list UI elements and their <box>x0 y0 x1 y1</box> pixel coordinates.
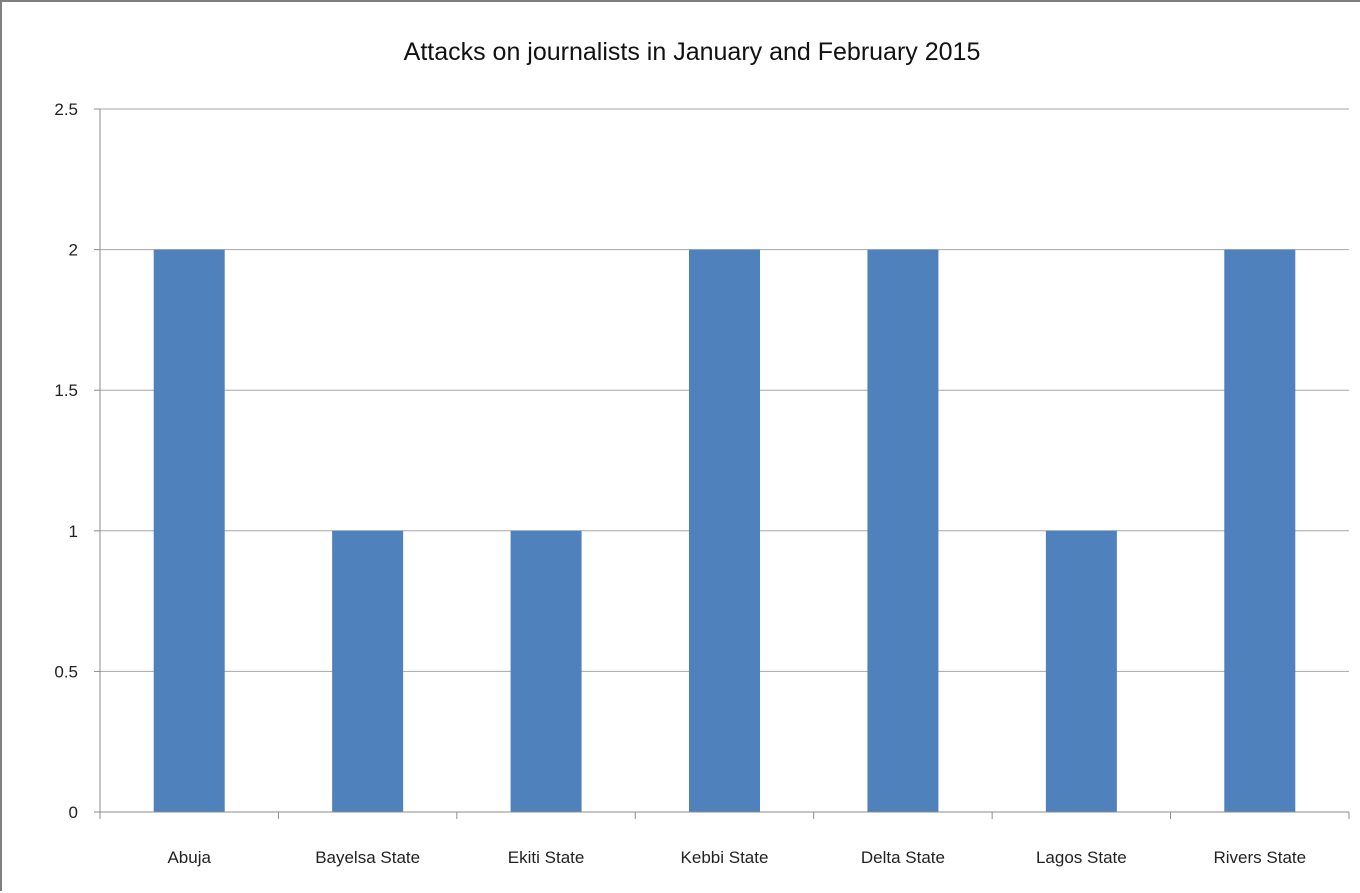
x-tick-label: Rivers State <box>1213 848 1306 867</box>
y-tick-label: 1.5 <box>54 381 78 400</box>
chart-title: Attacks on journalists in January and Fe… <box>403 38 981 66</box>
bar-abuja <box>153 249 225 813</box>
y-tick-label: 0 <box>69 803 78 822</box>
x-tick-label: Kebbi State <box>681 848 769 867</box>
y-tick-label: 2.5 <box>54 100 78 119</box>
bar-kebbi-state <box>689 249 760 813</box>
x-tick-label: Ekiti State <box>508 848 585 867</box>
y-tick-label: 2 <box>69 241 78 260</box>
x-tick-labels: Abuja Bayelsa State Ekiti State Kebbi State… <box>167 848 1306 867</box>
bar-delta-state <box>867 249 939 813</box>
bar-rivers-state <box>1224 249 1296 813</box>
x-tick-label: Bayelsa State <box>315 848 420 867</box>
axes <box>94 108 1350 819</box>
bars <box>153 249 1296 813</box>
y-tick-label: 1 <box>69 522 78 541</box>
x-tick-label: Lagos State <box>1036 848 1127 867</box>
x-tick-label: Abuja <box>167 848 211 867</box>
bar-lagos-state <box>1045 530 1117 812</box>
x-tick-label: Delta State <box>861 848 945 867</box>
y-tick-labels: 0 0.5 1 1.5 2 2.5 <box>54 100 78 822</box>
bar-ekiti-state <box>510 530 582 812</box>
bar-bayelsa-state <box>332 530 404 812</box>
y-tick-label: 0.5 <box>54 662 78 681</box>
